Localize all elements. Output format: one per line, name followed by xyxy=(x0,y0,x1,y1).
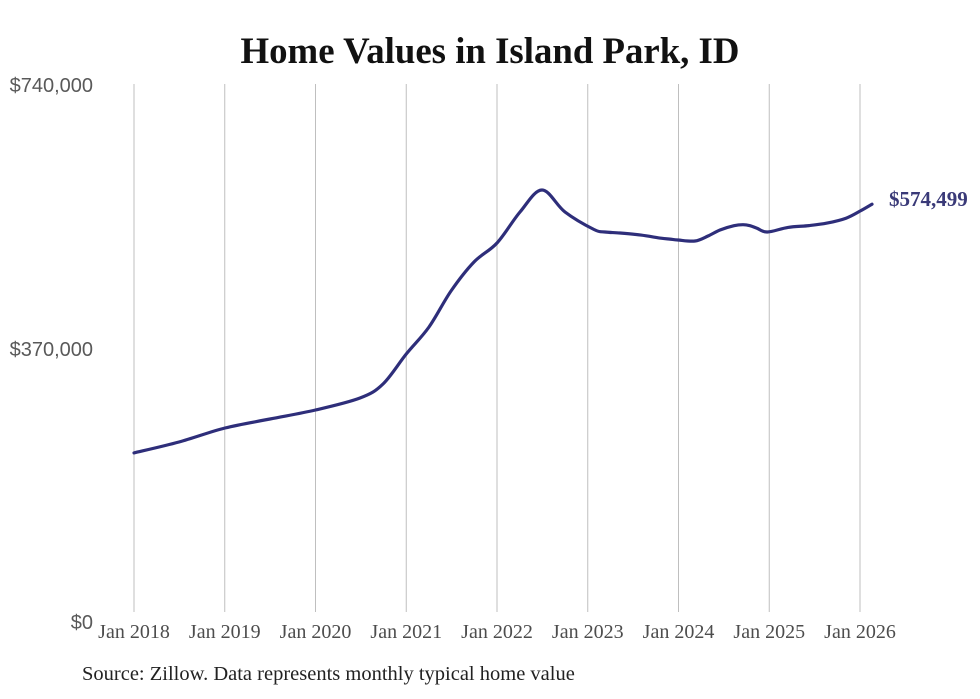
svg-text:Jan 2018: Jan 2018 xyxy=(98,621,170,643)
svg-text:$740,000: $740,000 xyxy=(10,75,93,97)
svg-text:Jan 2020: Jan 2020 xyxy=(280,621,352,643)
svg-text:Jan 2022: Jan 2022 xyxy=(461,621,533,643)
svg-text:$574,499: $574,499 xyxy=(889,187,968,211)
svg-text:Jan 2023: Jan 2023 xyxy=(552,621,624,643)
svg-text:Jan 2024: Jan 2024 xyxy=(643,621,715,643)
svg-text:$0: $0 xyxy=(71,612,93,634)
svg-text:Jan 2019: Jan 2019 xyxy=(189,621,261,643)
svg-text:Jan 2025: Jan 2025 xyxy=(733,621,805,643)
svg-text:Jan 2026: Jan 2026 xyxy=(824,621,896,643)
svg-text:Jan 2021: Jan 2021 xyxy=(370,621,442,643)
svg-text:$370,000: $370,000 xyxy=(10,339,93,361)
